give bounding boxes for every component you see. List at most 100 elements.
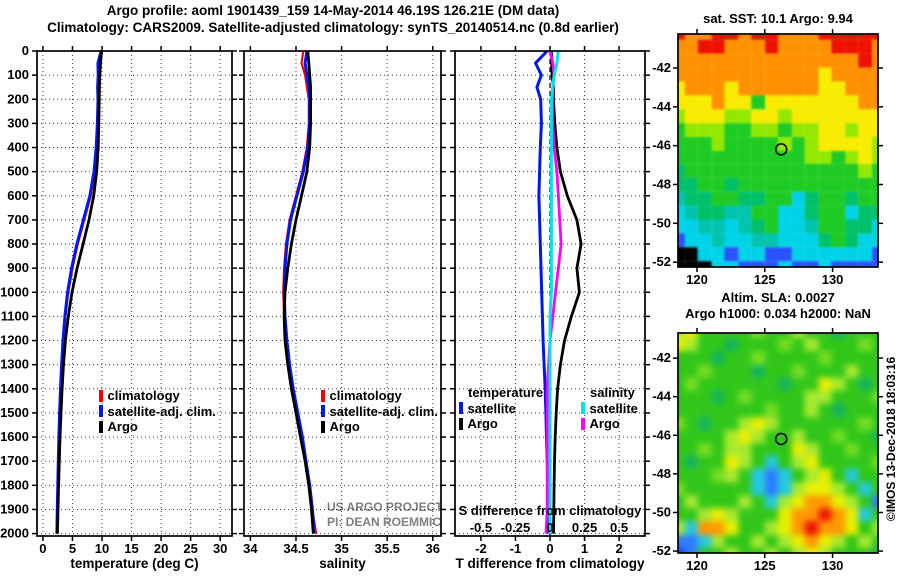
heatmap-cell xyxy=(791,178,805,193)
heatmap-cell xyxy=(858,136,872,151)
legend-label: satellite-adj. clim. xyxy=(329,403,438,419)
heatmap-cell xyxy=(737,403,752,417)
heatmap-cell xyxy=(751,205,765,220)
heatmap-cell xyxy=(764,164,778,179)
heatmap-cell xyxy=(804,547,819,553)
heatmap-cell xyxy=(871,390,878,404)
heatmap-cell xyxy=(831,122,845,137)
heatmap-cell xyxy=(684,508,698,522)
heatmap-cell xyxy=(871,53,878,68)
heatmap-cell xyxy=(818,164,832,179)
heatmap-cell xyxy=(737,205,752,220)
heatmap-cell xyxy=(791,261,805,267)
heatmap-cell xyxy=(697,219,712,234)
heatmap-cell xyxy=(724,456,738,470)
heatmap-cell xyxy=(764,377,778,391)
heatmap-cell xyxy=(778,429,792,443)
heatmap-cell xyxy=(778,443,792,457)
heatmap-cell xyxy=(791,233,805,248)
heatmap-cell xyxy=(871,192,878,206)
heatmap-cell xyxy=(711,429,725,443)
heatmap-cell xyxy=(804,136,819,151)
depth-tick-label: 1300 xyxy=(0,357,29,372)
heatmap-cell xyxy=(711,534,725,548)
heatmap-cell xyxy=(764,192,778,206)
s-diff-tick-label: -0.5 xyxy=(470,520,492,535)
depth-tick-label: 200 xyxy=(7,91,29,106)
series-climatology xyxy=(55,50,103,534)
heatmap-cell xyxy=(831,108,845,123)
heatmap-cell xyxy=(684,150,698,165)
heatmap-cell xyxy=(818,261,832,267)
heatmap-cell xyxy=(778,164,792,179)
heatmap-cell xyxy=(804,95,819,109)
heatmap-cell xyxy=(697,443,712,457)
heatmap-cell xyxy=(831,164,845,179)
legend-item: Argo xyxy=(581,416,638,432)
heatmap-cell xyxy=(804,351,819,365)
heatmap-cell xyxy=(751,456,765,470)
depth-tick-label: 100 xyxy=(7,67,29,82)
heatmap-cell xyxy=(844,136,859,151)
heatmap-cell xyxy=(697,53,712,68)
series-satellite-adj-clim- xyxy=(55,50,103,534)
heatmap-cell xyxy=(791,338,805,352)
heatmap-cell xyxy=(858,403,872,417)
heatmap-cell xyxy=(778,53,792,68)
heatmap-cell xyxy=(724,81,738,96)
heatmap-cell xyxy=(844,108,859,123)
series-argo xyxy=(56,50,103,534)
heatmap-cell xyxy=(804,122,819,137)
heatmap-cell xyxy=(804,469,819,483)
heatmap-cell xyxy=(697,150,712,165)
heatmap-cell xyxy=(858,443,872,457)
s-diff-tick-label: 0.25 xyxy=(572,520,597,535)
heatmap-cell xyxy=(697,429,712,443)
heatmap-cell xyxy=(871,377,878,391)
heatmap-cell xyxy=(871,39,878,54)
legend-item: satellite-adj. clim. xyxy=(321,404,438,420)
legend-swatch xyxy=(321,405,325,418)
heatmap-cell xyxy=(751,416,765,430)
heatmap-cell xyxy=(737,233,752,248)
heatmap-cell xyxy=(791,377,805,391)
figure-title-line1: Argo profile: aoml 1901439_159 14-May-20… xyxy=(106,3,560,18)
heatmap-cell xyxy=(684,390,698,404)
heatmap-cell xyxy=(844,95,859,109)
heatmap-cell xyxy=(764,95,778,109)
heatmap-cell xyxy=(711,390,725,404)
heatmap-cell xyxy=(871,416,878,430)
heatmap-cell xyxy=(871,150,878,165)
heatmap-cell xyxy=(804,364,819,378)
heatmap-cell xyxy=(858,534,872,548)
heatmap-cell xyxy=(711,338,725,352)
legend-swatch xyxy=(459,417,463,430)
heatmap-cell xyxy=(764,233,778,248)
heatmap-cell xyxy=(711,178,725,193)
heatmap-cell xyxy=(804,429,819,443)
heatmap-cell xyxy=(724,416,738,430)
heatmap-cell xyxy=(858,429,872,443)
heatmap-cell xyxy=(818,403,832,417)
heatmap-cell xyxy=(778,547,792,553)
heatmap-cell xyxy=(724,338,738,352)
heatmap-cell xyxy=(778,482,792,496)
heatmap-cell xyxy=(778,136,792,151)
heatmap-cell xyxy=(831,247,845,262)
heatmap-cell xyxy=(764,364,778,378)
heatmap-cell xyxy=(831,469,845,483)
s-diff-tick-label: -0.25 xyxy=(501,520,531,535)
series-argo-s xyxy=(544,50,563,534)
heatmap-cell xyxy=(764,547,778,553)
heatmap-cell xyxy=(804,81,819,96)
heatmap-cell xyxy=(778,351,792,365)
heatmap-cell xyxy=(804,261,819,267)
heatmap-cell xyxy=(791,67,805,82)
heatmap-cell xyxy=(858,164,872,179)
heatmap-cell xyxy=(724,108,738,123)
heatmap-cell xyxy=(791,390,805,404)
lat-tick-label: -50 xyxy=(652,504,671,519)
heatmap-cell xyxy=(818,508,832,522)
heatmap-cell xyxy=(697,136,712,151)
heatmap-cell xyxy=(818,108,832,123)
